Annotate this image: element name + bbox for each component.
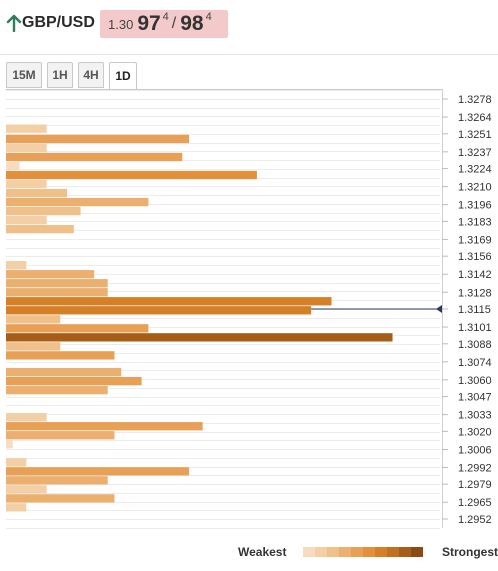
price-label: 1.3115 <box>458 304 491 316</box>
legend-swatch <box>339 547 351 557</box>
confluence-bar <box>6 206 81 216</box>
legend-swatch <box>315 547 327 557</box>
price-label: 1.3224 <box>458 164 492 176</box>
confluence-bar <box>6 476 108 485</box>
confluence-bar <box>6 215 47 225</box>
legend-swatch <box>327 547 339 557</box>
confluence-bar <box>6 413 47 422</box>
quote-box: 1.30 97 4 / 98 4 <box>100 10 228 38</box>
legend-swatch <box>303 547 315 557</box>
price-label: 1.3074 <box>458 357 492 369</box>
price-label: 1.3088 <box>458 339 492 351</box>
price-label: 1.3278 <box>458 94 492 106</box>
legend-swatch <box>387 547 399 557</box>
confluence-bar <box>6 431 115 440</box>
confluence-bar <box>6 494 115 503</box>
ask-fraction: 4 <box>205 11 212 23</box>
price-label: 1.2952 <box>458 514 492 526</box>
legend-swatch <box>363 547 375 557</box>
confluence-bar <box>6 306 312 315</box>
price-label: 1.3101 <box>458 322 492 334</box>
confluence-bar <box>6 503 27 512</box>
confluence-bar <box>6 333 393 342</box>
confluence-bar <box>6 288 108 297</box>
confluence-bar <box>6 124 47 133</box>
confluence-bar <box>6 440 13 449</box>
confluence-bar <box>6 367 122 377</box>
ask-value: 98 <box>180 12 204 35</box>
legend-swatch <box>411 547 423 557</box>
confluence-bar <box>6 143 47 153</box>
price-label: 1.3251 <box>458 129 492 141</box>
legend-scale <box>303 547 423 557</box>
confluence-bar <box>6 134 190 144</box>
confluence-bar <box>6 261 27 270</box>
legend: Weakest Strongest <box>0 544 498 564</box>
confluence-bar <box>6 422 203 431</box>
tab-4h[interactable]: 4H <box>78 62 104 88</box>
confluence-bar <box>6 467 190 476</box>
price-label: 1.3033 <box>458 410 492 422</box>
confluence-bar <box>6 152 183 162</box>
price-label: 1.3264 <box>458 112 492 124</box>
tab-1d[interactable]: 1D <box>109 62 137 90</box>
current-price-marker <box>436 305 442 313</box>
confluence-chart: 1.3278 1.3264 1.3251 1.3237 1.3224 1.3210 1.31… <box>6 90 492 529</box>
bid-value: 97 <box>137 12 161 35</box>
header: GBP/USD 1.30 97 4 / 98 4 <box>0 0 498 40</box>
legend-swatch <box>375 547 387 557</box>
quote-prefix: 1.30 <box>108 16 134 32</box>
price-label: 1.2992 <box>458 462 492 474</box>
legend-swatch <box>399 547 411 557</box>
confluence-bar <box>6 376 142 386</box>
price-label: 1.3156 <box>458 251 492 263</box>
confluence-bar <box>6 485 47 494</box>
price-label: 1.3142 <box>458 269 492 281</box>
price-label: 1.2965 <box>458 497 492 509</box>
confluence-bar <box>6 297 332 306</box>
confluence-bar <box>6 224 74 234</box>
legend-swatch <box>351 547 363 557</box>
price-label: 1.3196 <box>458 200 492 212</box>
confluence-bar <box>6 279 108 288</box>
up-arrow-icon <box>6 14 22 32</box>
confluence-bar <box>6 197 149 207</box>
confluence-bar <box>6 188 68 198</box>
confluence-bar <box>6 385 108 395</box>
confluence-bar <box>6 161 20 171</box>
confluence-bar <box>6 458 27 467</box>
confluence-bar <box>6 324 149 333</box>
confluence-bar <box>6 179 47 189</box>
price-label: 1.3006 <box>458 444 492 456</box>
price-label: 1.3128 <box>458 287 492 299</box>
price-label: 1.3169 <box>458 234 492 246</box>
price-label: 1.3237 <box>458 147 492 159</box>
confluence-bar <box>6 342 61 351</box>
price-label: 1.2979 <box>458 479 492 491</box>
tabs-baseline <box>6 89 443 90</box>
tab-1h[interactable]: 1H <box>47 62 73 88</box>
legend-weakest-label: Weakest <box>238 545 287 559</box>
bid-fraction: 4 <box>162 11 169 23</box>
tab-15m[interactable]: 15M <box>6 62 42 88</box>
header-divider <box>0 54 498 55</box>
confluence-bar <box>6 315 61 324</box>
price-label: 1.3020 <box>458 426 492 438</box>
price-label: 1.3210 <box>458 182 492 194</box>
confluence-bar <box>6 270 95 279</box>
confluence-bar <box>6 170 257 180</box>
price-label: 1.3183 <box>458 216 492 228</box>
price-label: 1.3047 <box>458 392 492 404</box>
confluence-bar <box>6 351 115 360</box>
price-label: 1.3060 <box>458 375 492 387</box>
pair-title: GBP/USD <box>22 14 95 31</box>
quote-slash: / <box>171 15 177 32</box>
legend-strongest-label: Strongest <box>442 545 498 559</box>
